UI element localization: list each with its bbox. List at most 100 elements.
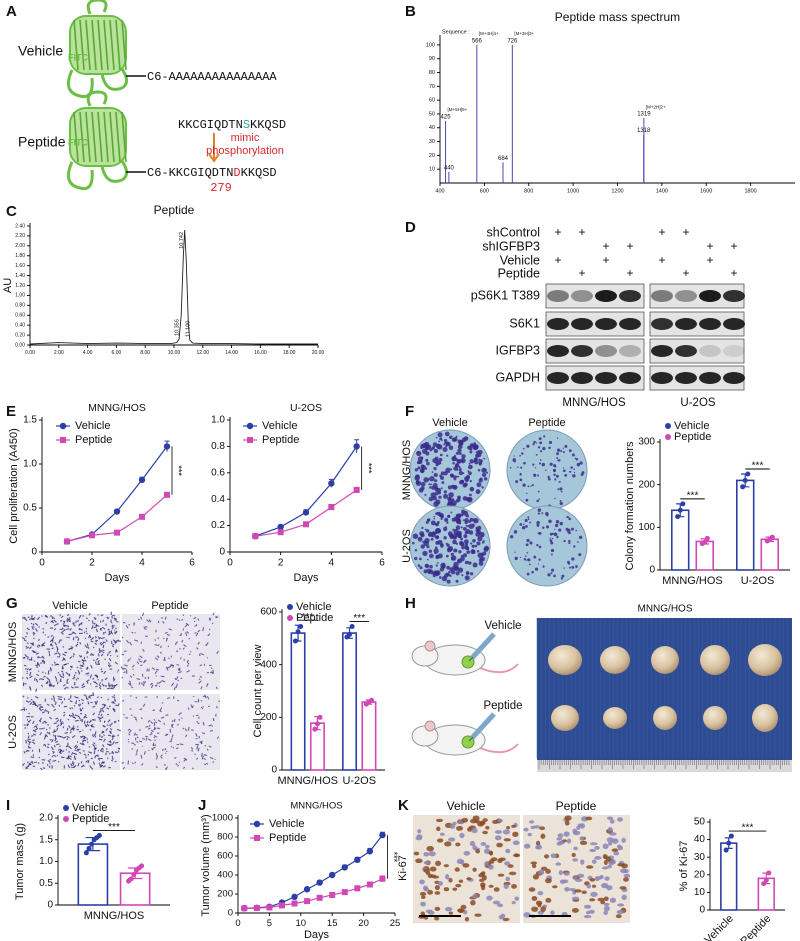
colony — [476, 529, 481, 535]
cell-stain — [79, 712, 82, 715]
panel-label: B — [405, 3, 416, 20]
nucleus — [585, 911, 591, 915]
colony — [546, 514, 549, 517]
cell-stain — [80, 764, 85, 768]
syringe — [470, 632, 496, 660]
condition-mark: + — [554, 253, 561, 267]
colony — [466, 550, 470, 554]
x-tick-label: 2 — [278, 558, 284, 569]
cell-stain — [26, 631, 28, 635]
legend-marker — [253, 820, 261, 828]
blot-band — [675, 318, 697, 330]
cell-stain — [21, 636, 26, 640]
colony — [458, 452, 462, 456]
y-tick-label: 50 — [694, 817, 706, 828]
cell-stain — [66, 618, 70, 623]
cell-stain — [69, 707, 72, 710]
nucleus — [488, 884, 494, 888]
cell-stain — [205, 762, 209, 765]
nucleus — [623, 877, 629, 882]
peak-mz-label: 684 — [498, 156, 509, 162]
cell-stain — [72, 653, 75, 656]
colony — [468, 523, 475, 529]
cell-stain — [178, 669, 181, 672]
data-point — [317, 714, 323, 720]
colony — [562, 451, 565, 454]
cell-stain — [111, 735, 114, 738]
cell-stain — [168, 628, 173, 631]
legend-marker — [287, 615, 293, 621]
data-point — [83, 850, 89, 856]
cell-stain — [56, 727, 59, 731]
cell-stain — [128, 680, 132, 685]
colony — [443, 443, 446, 446]
colony — [459, 439, 464, 444]
colony — [440, 517, 443, 520]
cell-stain — [201, 755, 204, 760]
cell-stain — [175, 683, 178, 688]
y-tick-label: 2.00 — [15, 243, 25, 249]
nucleus — [562, 879, 569, 884]
colony — [433, 449, 439, 454]
treatment-label: Peptide — [483, 700, 522, 712]
colony — [460, 479, 464, 484]
cell-stain — [80, 712, 83, 715]
cell-stain — [209, 729, 213, 732]
cell-stain — [48, 758, 52, 761]
colony — [429, 486, 432, 489]
nucleus — [579, 836, 585, 841]
column-label: Peptide — [528, 417, 565, 429]
cell-stain — [177, 699, 180, 702]
colony — [556, 475, 558, 477]
cell-stain — [50, 643, 53, 646]
nucleus — [523, 912, 531, 918]
cell-stain — [73, 674, 76, 677]
cell-stain — [153, 727, 157, 731]
colony — [554, 478, 557, 481]
colony — [457, 567, 464, 573]
cell-stain — [154, 739, 156, 742]
cell-stain — [33, 660, 36, 662]
cell-stain — [84, 713, 87, 717]
cell-stain — [32, 700, 35, 704]
cell-stain — [67, 625, 70, 628]
nucleus — [589, 842, 598, 846]
cell-stain — [20, 708, 25, 711]
cell-stain — [59, 745, 62, 748]
y-tick-label: 0.5 — [23, 503, 37, 514]
cell-stain — [179, 743, 184, 746]
cell-stain — [35, 627, 38, 632]
cell-stain — [41, 615, 43, 617]
nucleus — [434, 891, 441, 895]
nucleus — [445, 906, 453, 912]
colony — [420, 456, 424, 460]
colony — [556, 535, 559, 538]
cell-stain — [152, 742, 155, 746]
nucleus — [571, 896, 580, 901]
nucleus — [603, 902, 610, 907]
significance-label: *** — [389, 852, 399, 863]
data-point — [354, 856, 361, 863]
colony — [560, 577, 564, 580]
cell-stain — [129, 695, 132, 697]
cell-stain — [111, 626, 114, 630]
cell-stain — [111, 755, 114, 760]
colony — [558, 528, 562, 532]
row-label: U-2OS — [7, 715, 19, 749]
cell-stain — [22, 695, 25, 698]
cell-stain — [47, 672, 50, 675]
cell-stain — [182, 647, 185, 650]
legend-label: Vehicle — [296, 601, 331, 613]
colony — [568, 542, 571, 545]
y-tick-label: 1.5 — [23, 415, 37, 426]
cell-stain — [117, 734, 120, 737]
cell-stain — [162, 620, 165, 624]
cell-stain — [39, 717, 42, 722]
colony — [519, 478, 523, 482]
data-point — [341, 889, 348, 896]
colony — [435, 486, 438, 489]
colony — [527, 485, 530, 488]
cell-stain — [102, 619, 105, 623]
tumor — [651, 646, 679, 674]
nucleus — [528, 887, 536, 892]
